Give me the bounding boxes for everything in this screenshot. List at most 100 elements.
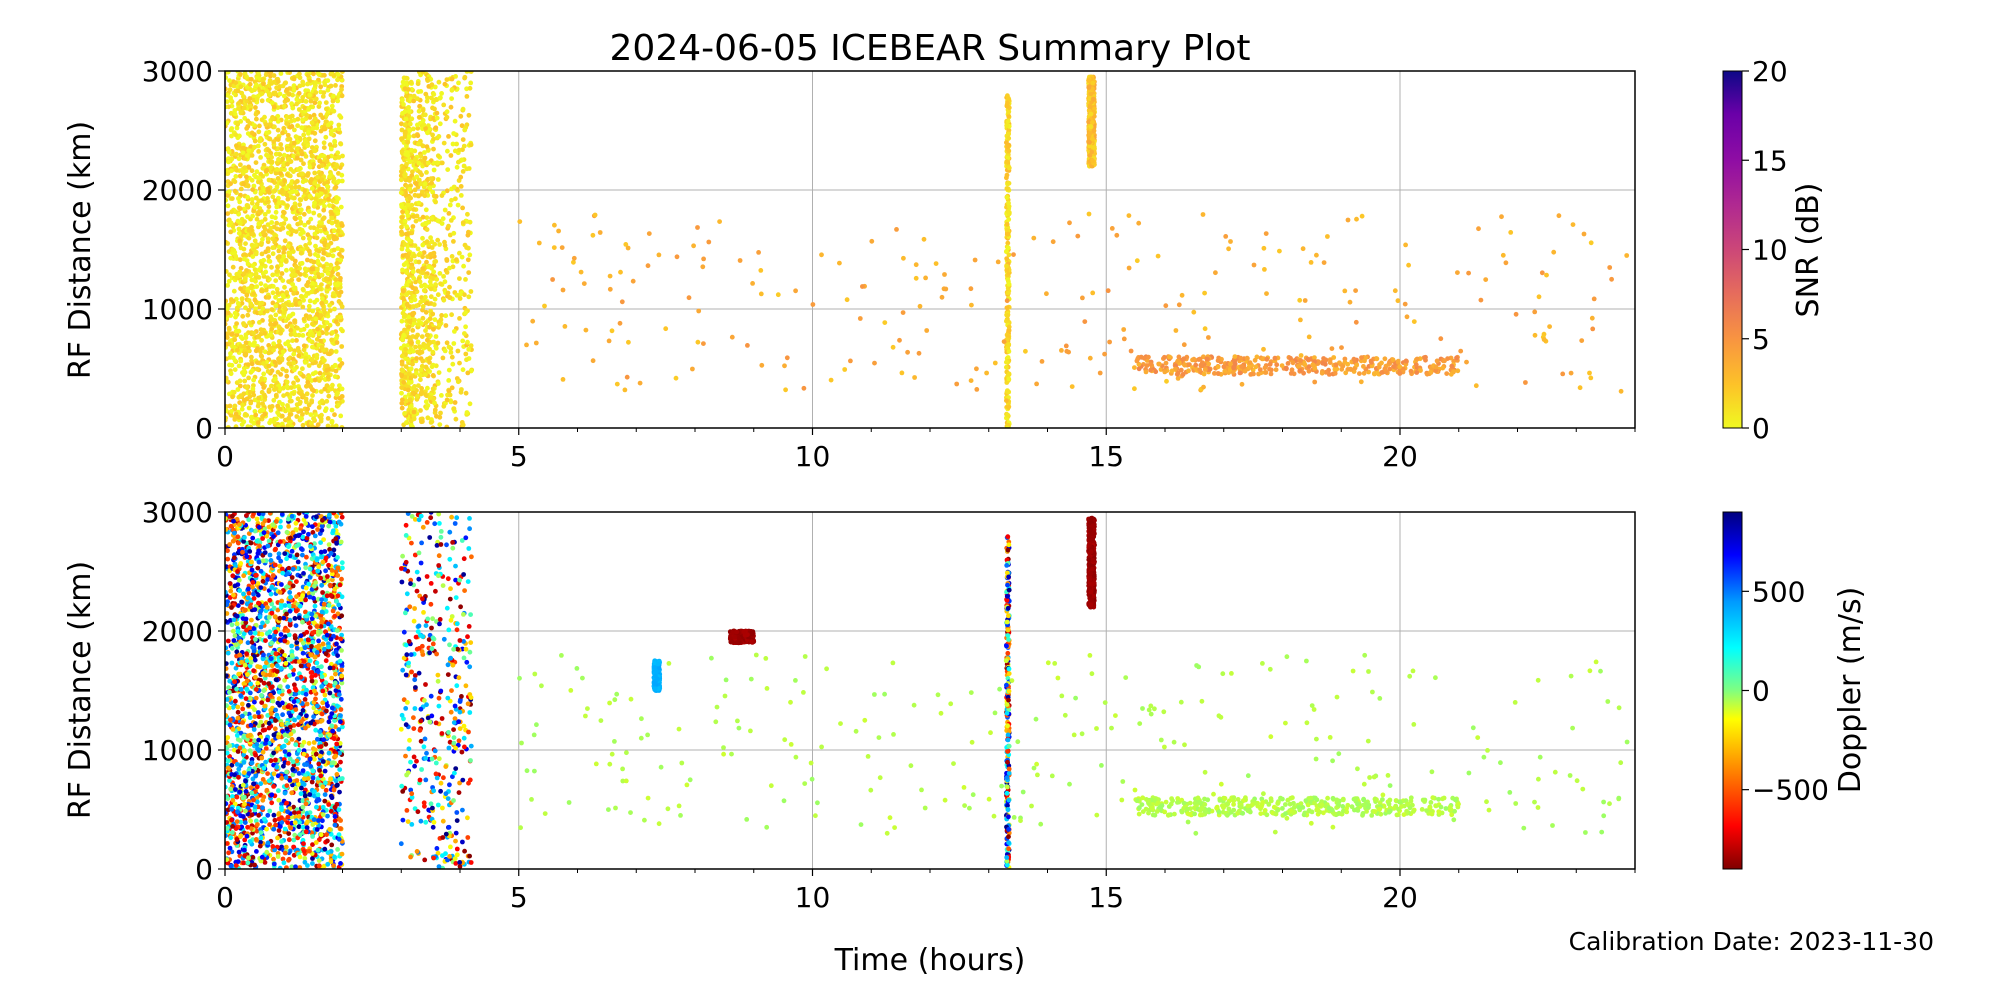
scatter-point [242, 256, 247, 262]
scatter-point [916, 350, 922, 356]
scatter-point [336, 126, 342, 132]
scatter-point [1263, 370, 1269, 375]
scatter-point [422, 372, 428, 377]
scatter-point [280, 385, 286, 391]
scatter-point [1424, 371, 1430, 377]
scatter-point [265, 97, 271, 103]
scatter-point [232, 108, 238, 113]
scatter-point [420, 235, 425, 241]
scatter-point [1323, 357, 1329, 363]
scatter-point [270, 251, 276, 257]
scatter-point [332, 374, 338, 379]
scatter-point [1006, 324, 1012, 330]
scatter-point [266, 363, 272, 369]
scatter-point [312, 148, 317, 153]
scatter-point [237, 383, 243, 389]
scatter-point [413, 286, 418, 291]
scatter-point [1121, 336, 1127, 342]
scatter-point [324, 398, 330, 404]
scatter-point [300, 235, 306, 241]
scatter-point [646, 231, 652, 237]
scatter-point [332, 412, 337, 418]
scatter-point [434, 115, 440, 121]
scatter-point [1004, 222, 1010, 227]
scatter-point [448, 218, 454, 223]
scatter-point [1314, 252, 1319, 258]
scatter-point [1006, 200, 1011, 206]
scatter-point [322, 358, 327, 363]
scatter-point [444, 270, 450, 275]
scatter-point [451, 239, 456, 244]
scatter-point [435, 292, 441, 298]
scatter-point [882, 320, 888, 325]
scatter-point [1090, 80, 1096, 86]
scatter-point [403, 346, 408, 352]
scatter-point [318, 112, 324, 118]
scatter-point [292, 204, 298, 210]
scatter-point [457, 250, 462, 256]
scatter-point [241, 285, 247, 291]
scatter-point [311, 71, 316, 77]
scatter-point [416, 89, 421, 95]
scatter-point [1354, 216, 1359, 222]
scatter-point [320, 296, 325, 301]
scatter-point [250, 254, 256, 259]
scatter-point [259, 300, 265, 306]
scatter-point [427, 279, 433, 285]
scatter-point [313, 96, 319, 102]
scatter-point [260, 77, 266, 82]
scatter-point [280, 83, 286, 89]
scatter-point [411, 416, 417, 422]
scatter-point [1223, 234, 1229, 239]
scatter-point [279, 413, 285, 419]
scatter-point [452, 118, 458, 124]
scatter-point [626, 339, 631, 345]
scatter-point [1483, 277, 1489, 282]
scatter-point [245, 183, 251, 188]
scatter-point [285, 403, 290, 408]
scatter-point [1354, 362, 1359, 368]
scatter-point [424, 405, 429, 411]
scatter-point [1197, 367, 1202, 373]
scatter-point [271, 419, 277, 425]
scatter-point [281, 293, 286, 299]
scatter-point [1263, 231, 1269, 237]
scatter-point [282, 238, 288, 244]
scatter-point [422, 112, 428, 118]
scatter-point [278, 262, 284, 268]
scatter-point [311, 210, 317, 216]
scatter-point [282, 305, 288, 311]
scatter-point [268, 322, 273, 327]
scatter-point [406, 380, 412, 385]
scatter-point [328, 146, 334, 152]
scatter-point [280, 156, 285, 162]
scatter-point [400, 368, 406, 374]
scatter-point [625, 245, 631, 251]
scatter-point [285, 97, 291, 103]
scatter-point [257, 136, 263, 142]
scatter-point [417, 115, 422, 120]
scatter-point [420, 242, 426, 248]
scatter-point [1146, 354, 1151, 360]
scatter-point [285, 147, 290, 153]
scatter-point [1006, 109, 1011, 115]
scatter-point [1107, 339, 1112, 345]
scatter-point [1607, 265, 1613, 270]
scatter-point [1466, 270, 1471, 276]
scatter-point [745, 343, 750, 348]
scatter-point [245, 214, 250, 220]
scatter-point [1382, 356, 1388, 362]
scatter-point [1261, 346, 1266, 352]
scatter-point [260, 236, 265, 242]
scatter-point [619, 299, 625, 305]
scatter-point [296, 349, 302, 354]
scatter-point [286, 415, 292, 421]
scatter-point [402, 173, 408, 179]
scatter-point [407, 121, 413, 127]
scatter-point [234, 275, 239, 281]
scatter-point [413, 181, 419, 187]
scatter-point [1186, 368, 1191, 374]
scatter-point [404, 76, 410, 81]
scatter-point [300, 117, 305, 123]
scatter-point [1006, 404, 1012, 410]
